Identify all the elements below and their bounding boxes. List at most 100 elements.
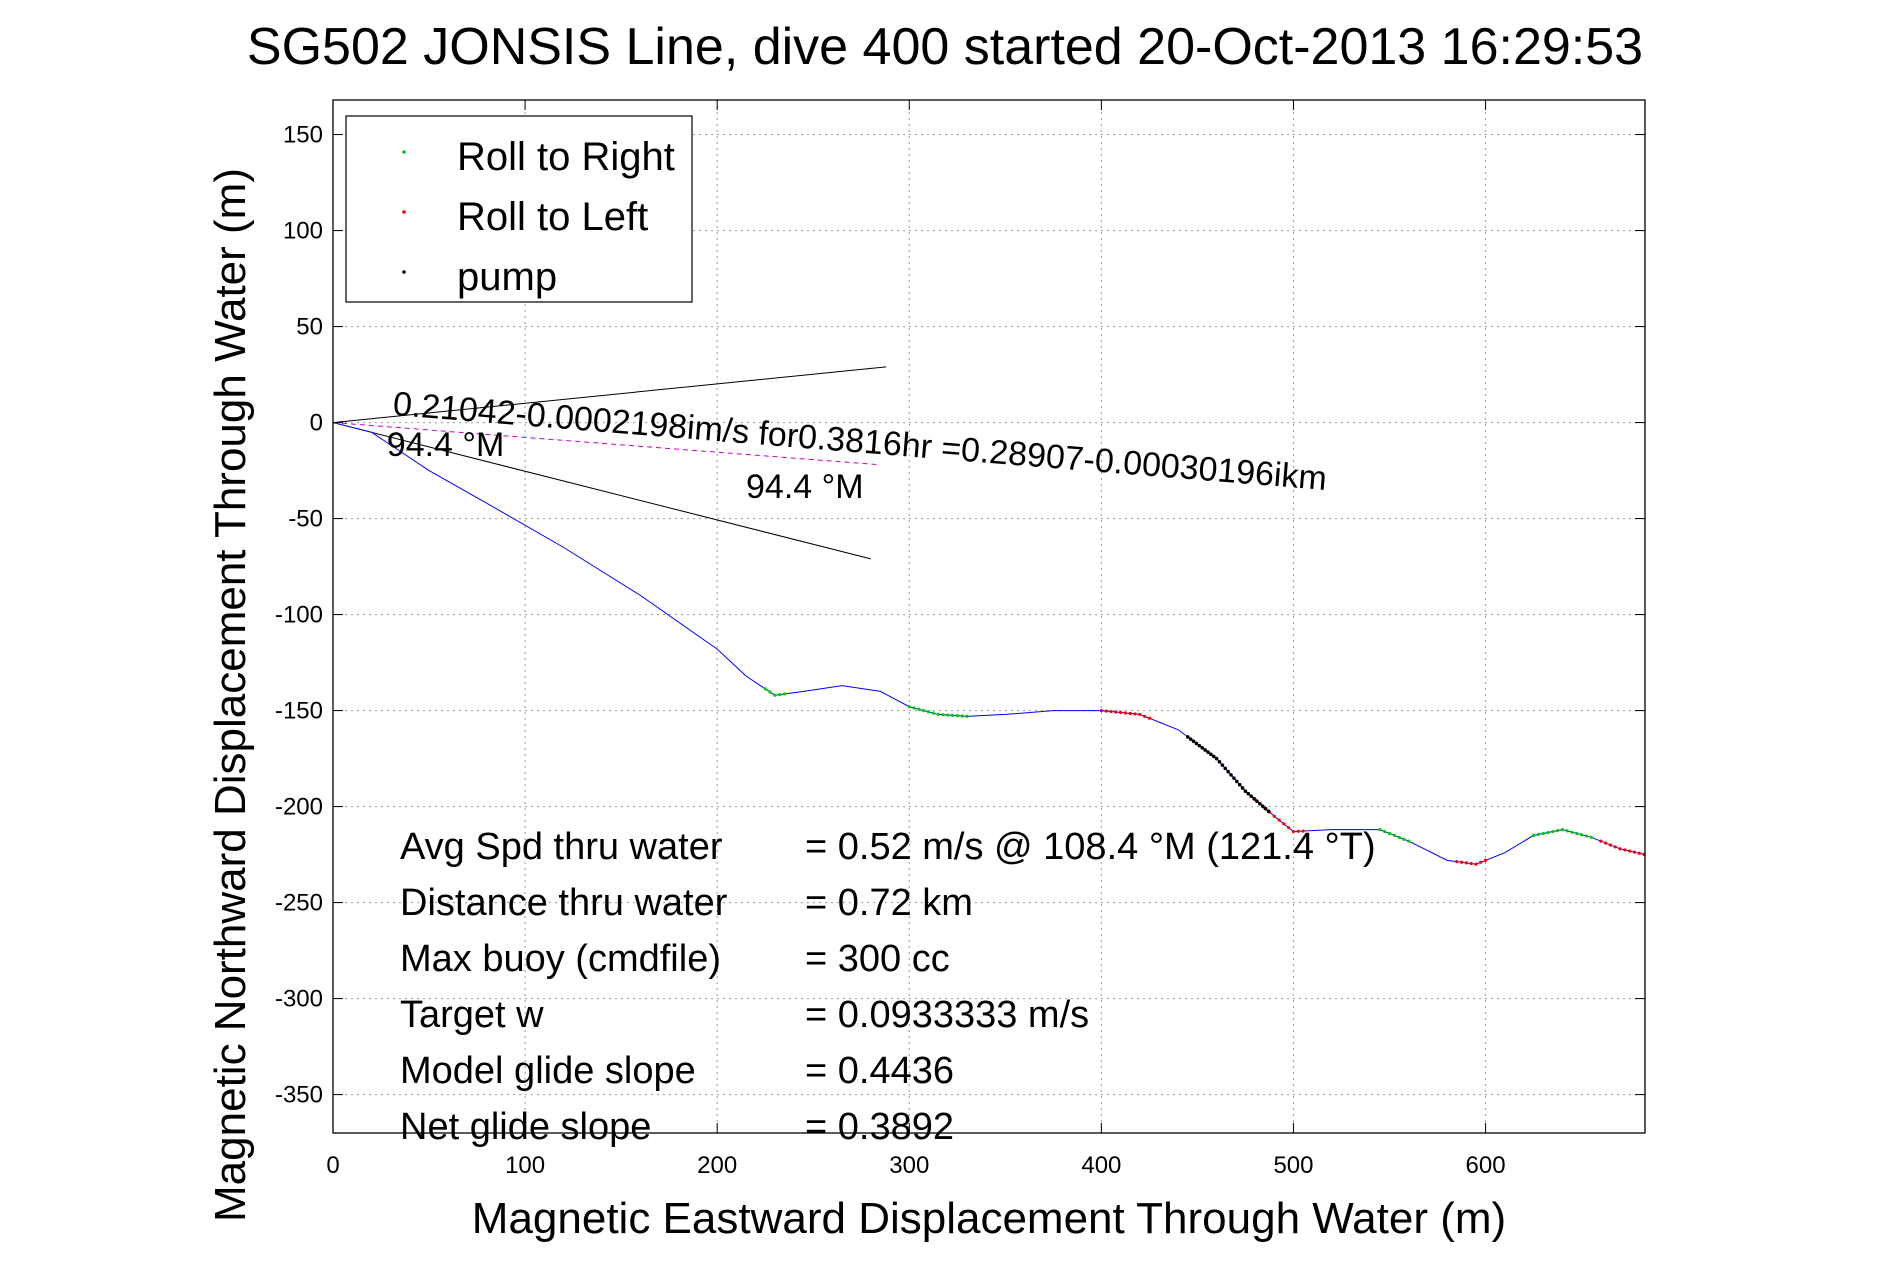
roll-right-point <box>773 693 777 697</box>
pump-point <box>1217 760 1222 764</box>
roll-left-point <box>1628 849 1632 853</box>
x-tick-label: 100 <box>505 1152 545 1179</box>
roll-left-point <box>1123 711 1127 715</box>
heading-line <box>332 422 871 560</box>
roll-right-point <box>922 708 926 713</box>
roll-left-point <box>1479 860 1483 864</box>
roll-right-point <box>778 692 782 697</box>
x-tick-label: 400 <box>1081 1152 1121 1179</box>
y-axis-label: Magnetic Northward Displacement Through … <box>206 168 255 1222</box>
roll-right-point <box>763 687 767 691</box>
stat-value: = 0.0933333 m/s <box>805 994 1089 1036</box>
heading-label: 94.4 °M <box>387 426 505 464</box>
pump-point <box>1197 743 1202 748</box>
legend-marker-roll-right <box>402 150 406 154</box>
roll-right-point <box>1378 828 1382 832</box>
x-tick-label: 200 <box>697 1152 737 1179</box>
roll-left-point <box>1474 862 1478 866</box>
pump-point <box>1252 796 1256 801</box>
roll-right-point <box>912 706 916 710</box>
pump-point <box>1203 748 1207 752</box>
roll-left-point <box>1109 709 1113 714</box>
roll-left-point <box>1469 861 1473 866</box>
roll-right-point <box>1397 835 1401 839</box>
y-tick-label: -150 <box>275 698 323 725</box>
roll-right-point <box>1565 829 1569 833</box>
heading-label: 94.4 °M <box>746 468 864 506</box>
pump-point <box>1226 769 1230 774</box>
heading-lines <box>332 366 887 560</box>
roll-right-point <box>1536 832 1540 837</box>
roll-right-point <box>1584 834 1589 838</box>
pump-point <box>1249 794 1254 799</box>
x-tick-label: 300 <box>889 1152 929 1179</box>
stat-label: Avg Spd thru water <box>400 826 723 868</box>
y-tick-label: -250 <box>275 890 323 917</box>
roll-left-point <box>1608 843 1613 847</box>
roll-left-point <box>1632 850 1637 854</box>
roll-left-point <box>1301 829 1305 833</box>
roll-left-point <box>1142 714 1147 718</box>
roll-left-point <box>1277 818 1281 822</box>
pump-point <box>1255 799 1259 804</box>
roll-left-point <box>1114 710 1118 714</box>
y-tick-label: -100 <box>275 602 323 629</box>
roll-left-point <box>1287 826 1291 830</box>
pump-point <box>1263 806 1268 811</box>
roll-right-point <box>1387 831 1392 836</box>
pump-point <box>1191 739 1196 744</box>
roll-left-point <box>1459 860 1464 864</box>
stat-value: = 0.52 m/s @ 108.4 °M (121.4 °T) <box>805 826 1376 868</box>
roll-right-point <box>1546 830 1550 835</box>
legend-marker-roll-left <box>402 210 406 214</box>
roll-right-point <box>1407 839 1411 843</box>
roll-left-point <box>1133 712 1137 716</box>
heading-line <box>332 366 887 424</box>
chart-title: SG502 JONSIS Line, dive 400 started 20-O… <box>247 18 1643 76</box>
y-axis-ticks: 150 100 50 0 -50 -100 -150 -200 -250 -300 -350 <box>275 122 1645 1109</box>
y-tick-label: -50 <box>288 506 323 533</box>
pump-point <box>1266 809 1271 813</box>
pump-point <box>1194 741 1199 746</box>
pump-point <box>1209 752 1213 757</box>
pump-point <box>1223 766 1228 771</box>
roll-right-point <box>926 710 931 714</box>
y-tick-label: 150 <box>283 122 323 149</box>
roll-right-point <box>1560 828 1564 832</box>
pump-point <box>1206 750 1210 754</box>
roll-left-point <box>1291 829 1296 834</box>
pump-point <box>1260 804 1265 809</box>
y-tick-label: 50 <box>296 314 323 341</box>
stat-value: = 0.4436 <box>805 1050 954 1092</box>
y-tick-label: -350 <box>275 1082 323 1109</box>
pump-point <box>1200 745 1205 750</box>
roll-right-point <box>965 714 969 718</box>
y-tick-label: 100 <box>283 218 323 245</box>
roll-left-point <box>1455 860 1459 864</box>
x-tick-label: 500 <box>1273 1152 1313 1179</box>
roll-right-point <box>907 705 911 709</box>
roll-right-point <box>782 692 787 696</box>
x-axis-label: Magnetic Eastward Displacement Through W… <box>472 1194 1506 1243</box>
stat-value: = 300 cc <box>805 938 950 980</box>
y-tick-label: -200 <box>275 794 323 821</box>
legend-marker-pump <box>402 270 406 274</box>
roll-right-point <box>1570 830 1574 834</box>
roll-right-point <box>1580 833 1584 837</box>
x-tick-label: 600 <box>1466 1152 1506 1179</box>
roll-left-point <box>1128 711 1132 716</box>
roll-left-point <box>1637 851 1641 855</box>
pump-point <box>1186 735 1190 739</box>
roll-right-point <box>1555 828 1560 833</box>
stat-label: Target w <box>400 994 544 1036</box>
roll-right-point <box>931 711 935 715</box>
pump-point <box>1188 737 1193 741</box>
roll-right-point <box>955 714 959 718</box>
roll-left-point <box>1282 822 1286 826</box>
track-layer <box>332 422 1646 866</box>
stat-label: Max buoy (cmdfile) <box>400 938 721 980</box>
roll-right-point <box>1383 829 1387 834</box>
roll-left-point <box>1138 712 1142 717</box>
y-tick-label: 0 <box>310 410 323 437</box>
roll-right-point <box>917 707 921 711</box>
